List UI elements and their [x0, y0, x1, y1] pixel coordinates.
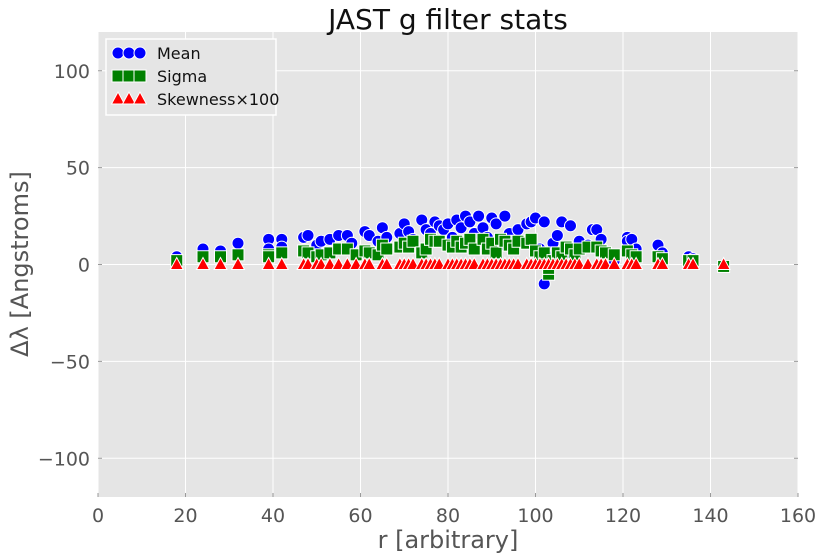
triangle-point [274, 256, 290, 270]
triangle-point [230, 256, 246, 270]
square-point [524, 232, 538, 246]
triangle-point [466, 256, 482, 270]
circle-point [537, 215, 551, 229]
x-tick-label: 20 [173, 505, 197, 527]
y-tick-label: −100 [38, 448, 90, 470]
legend-marker-triangle [110, 90, 126, 105]
y-tick-label: 100 [54, 61, 90, 83]
y-tick-label: −50 [50, 351, 90, 373]
triangle-point [379, 256, 395, 270]
x-tick-label: 60 [348, 505, 372, 527]
x-tick-label: 140 [692, 505, 728, 527]
x-axis-label: r [arbitrary] [378, 526, 519, 554]
legend-marker-square [133, 69, 147, 83]
y-tick-label: 0 [78, 255, 90, 277]
legend-marker-square [122, 69, 136, 83]
y-tick-label: 50 [66, 158, 90, 180]
series-triangle [169, 256, 731, 270]
triangle-point [348, 256, 364, 270]
circle-point [564, 219, 577, 233]
x-tick-label: 160 [780, 505, 816, 527]
legend: Mean Sigma Skewness×100 [105, 38, 279, 116]
x-tick-label: 100 [517, 505, 553, 527]
triangle-point [571, 256, 587, 270]
triangle-point [213, 256, 228, 270]
triangle-point [313, 256, 329, 270]
triangle-point [300, 256, 316, 270]
triangle-point [261, 256, 276, 270]
legend-marker-circle [122, 46, 136, 60]
circle-point [498, 209, 512, 223]
triangle-point [331, 256, 346, 270]
circle-point [231, 236, 245, 250]
triangle-point [510, 256, 526, 270]
legend-marker-triangle [121, 90, 137, 105]
legend-marker-circle [133, 46, 147, 60]
triangle-point [340, 256, 355, 270]
chart-title: JAST g filter stats [326, 3, 568, 36]
data-points [169, 209, 731, 291]
x-tick-label: 120 [605, 505, 641, 527]
triangle-point [598, 256, 613, 270]
legend-label: Sigma [157, 67, 207, 86]
x-tick-label: 40 [261, 505, 285, 527]
square-point [380, 242, 394, 256]
circle-point [489, 217, 503, 231]
triangle-point [628, 256, 644, 270]
triangle-point [431, 256, 447, 270]
circle-point [301, 228, 315, 242]
legend-marker-circle [111, 46, 125, 60]
tick-labels: 0 20 40 60 80 100 120 140 160 −100 −50 0 50 100 [38, 61, 816, 527]
square-point [406, 234, 420, 248]
legend-marker-square [111, 69, 125, 83]
triangle-point [405, 256, 421, 270]
y-axis-label: Δλ [Angstroms] [6, 171, 34, 357]
circle-point [472, 209, 486, 223]
triangle-point [195, 256, 211, 270]
triangle-point [322, 256, 338, 270]
triangle-point [361, 256, 377, 270]
square-point [467, 242, 481, 256]
x-tick-label: 0 [92, 505, 104, 527]
triangle-point [655, 256, 670, 270]
triangle-point [685, 256, 701, 270]
x-tick-label: 80 [436, 505, 460, 527]
triangle-point [606, 256, 622, 270]
circle-point [550, 228, 564, 242]
legend-marker-triangle [132, 90, 148, 105]
legend-label: Mean [157, 44, 201, 63]
triangle-point [169, 256, 185, 270]
legend-label: Skewness×100 [157, 90, 279, 109]
triangle-point [580, 256, 596, 270]
triangle-point [716, 256, 731, 270]
axis-ticks [97, 70, 799, 497]
